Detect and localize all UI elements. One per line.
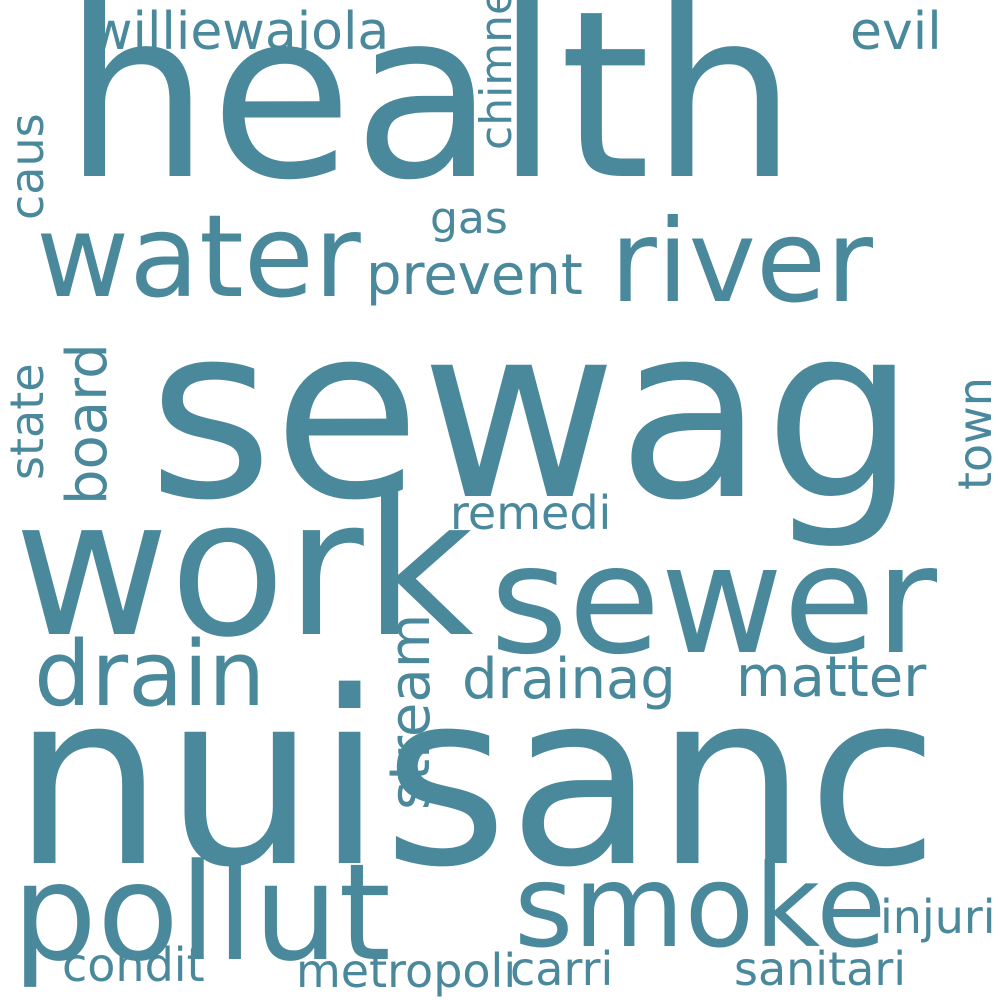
- word-river: river: [610, 195, 874, 328]
- word-metropoli: remedi: [450, 486, 612, 540]
- word-health: health: [63, 0, 798, 231]
- word-prevent: caus: [0, 113, 54, 220]
- word-nuisanc: nuisanc: [12, 640, 940, 920]
- word-stream: sanitari: [734, 942, 907, 996]
- word-remedi: gas: [430, 193, 508, 244]
- word-board: metropoli: [296, 944, 517, 998]
- word-water: water: [36, 190, 361, 323]
- word-sewer: sewer: [490, 514, 938, 688]
- word-town: carri: [510, 942, 614, 996]
- word-sewag: sewag: [148, 273, 917, 553]
- word-carri: stream: [378, 613, 443, 810]
- word-evil: evil: [850, 2, 942, 62]
- word-caus: injuri: [880, 890, 996, 944]
- word-pollut: pollut: [12, 835, 391, 991]
- word-drain: drain: [34, 622, 266, 727]
- word-condit: town: [948, 377, 1000, 490]
- word-williewaiola: williewaiola: [90, 2, 390, 62]
- word-sanitari: drainag: [462, 647, 676, 712]
- word-state: condit: [62, 938, 205, 992]
- word-smoke: smoke: [514, 840, 887, 973]
- word-matter: state: [0, 363, 54, 480]
- word-gas: chimney: [471, 0, 522, 150]
- word-chimney: matter: [736, 645, 927, 710]
- word-drainag: prevent: [366, 243, 583, 308]
- word-injuri: board: [55, 343, 120, 505]
- word-work: work: [14, 458, 474, 679]
